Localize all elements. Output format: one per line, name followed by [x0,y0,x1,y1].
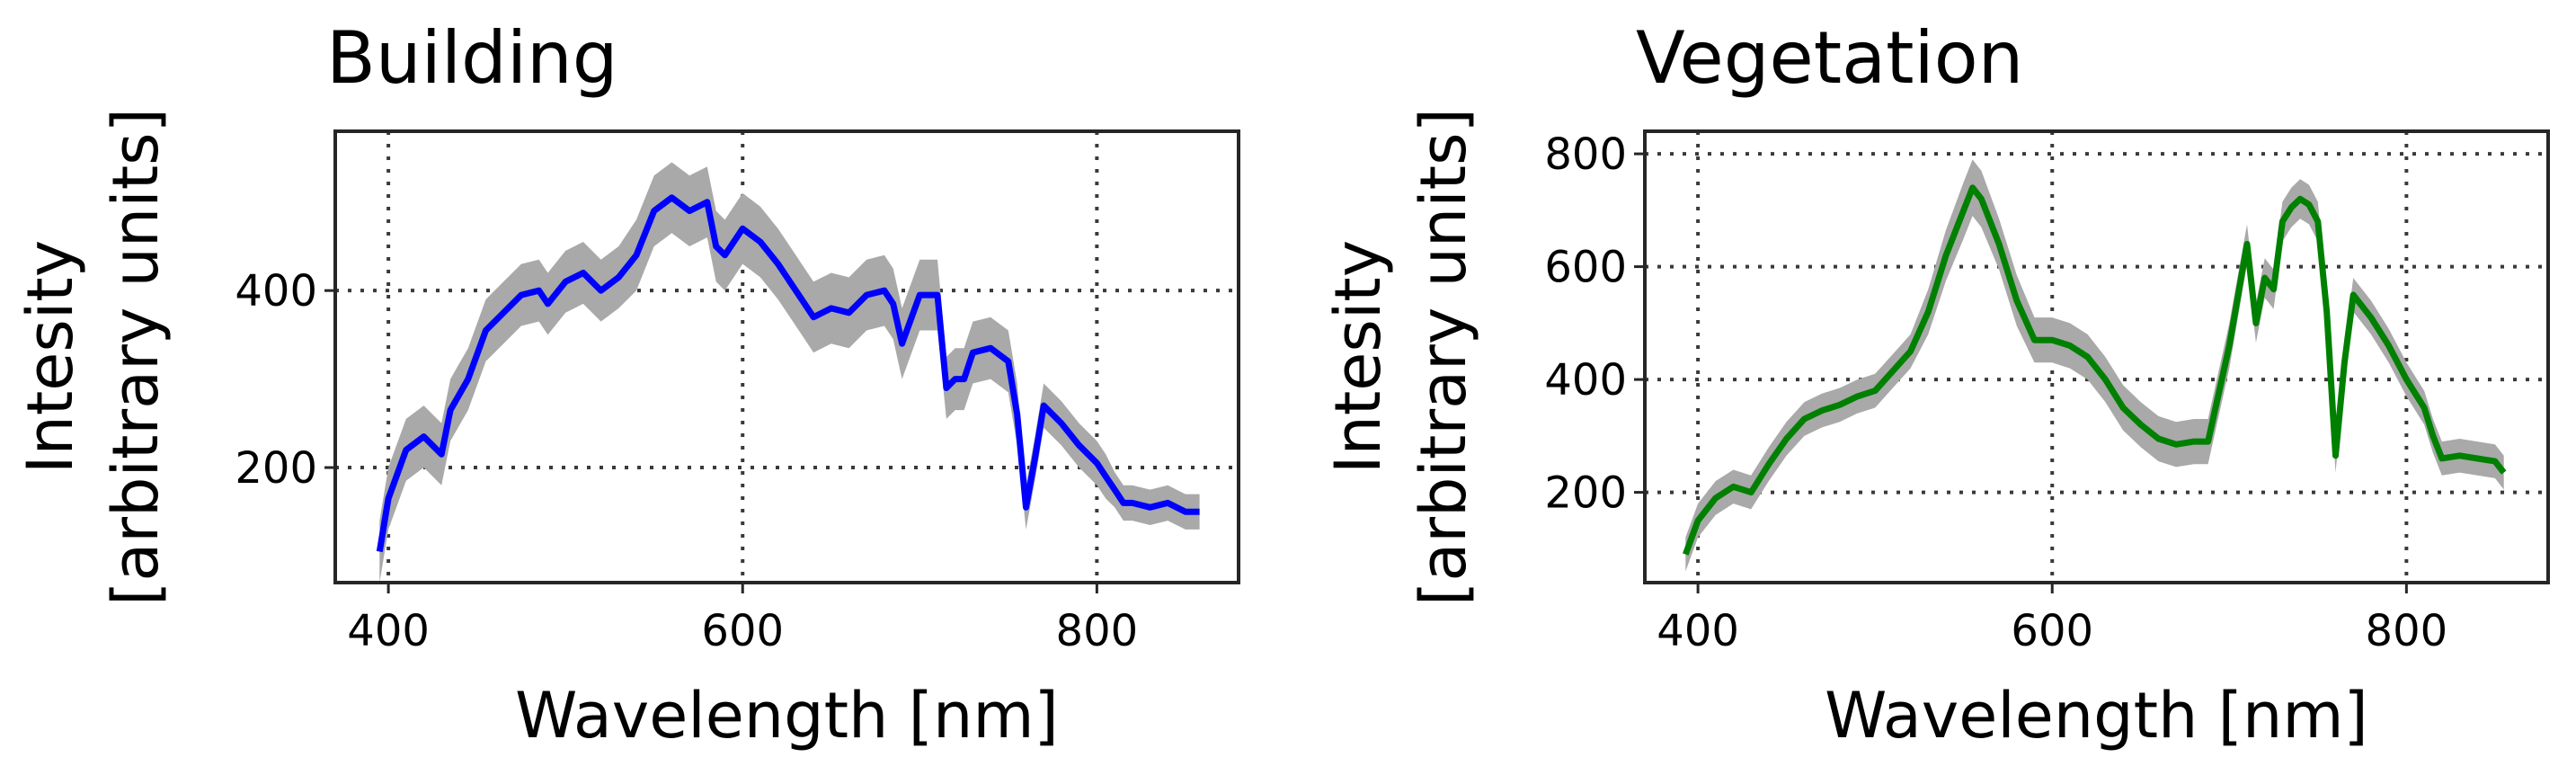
x-tick-label: 600 [2011,606,2093,656]
y-axis-label-line2: [arbitrary units] [1407,108,1480,606]
y-axis-label-line1: Intesity [1321,240,1395,474]
vegetation-spectrum-line [1683,184,2507,556]
x-tick-label: 800 [1056,606,1139,656]
y-tick-label: 400 [1544,355,1627,405]
vegetation-chart: 400 600 800 200 400 600 800 Vegetation Wavelen… [1321,16,2550,753]
axis-ticks: 400 600 800 200 400 [235,266,1138,656]
building-chart: 400 600 800 200 400 Building Wavelength [nm]… [13,16,1240,753]
y-tick-label: 800 [1544,129,1627,180]
y-tick-label: 200 [1544,468,1627,519]
y-tick-label: 600 [1544,243,1627,293]
y-tick-label: 400 [235,266,317,316]
x-axis-label: Wavelength [nm] [1825,679,2368,753]
x-tick-label: 600 [701,606,784,656]
plot-frame [1643,129,2550,584]
building-uncertainty-band [379,162,1200,583]
x-tick-label: 800 [2366,606,2448,656]
chart-title: Building [326,16,618,100]
building-spectrum-line [376,194,1200,553]
axis-ticks: 400 600 800 200 400 600 800 [1544,129,2447,656]
y-axis-label-line1: Intesity [13,240,87,474]
x-tick-label: 400 [1657,606,1739,656]
plot-frame [333,129,1240,584]
x-tick-label: 400 [347,606,430,656]
x-axis-label: Wavelength [nm] [515,679,1059,753]
y-tick-label: 200 [235,443,317,494]
chart-title: Vegetation [1636,16,2023,100]
y-axis-label-line2: [arbitrary units] [99,108,173,606]
